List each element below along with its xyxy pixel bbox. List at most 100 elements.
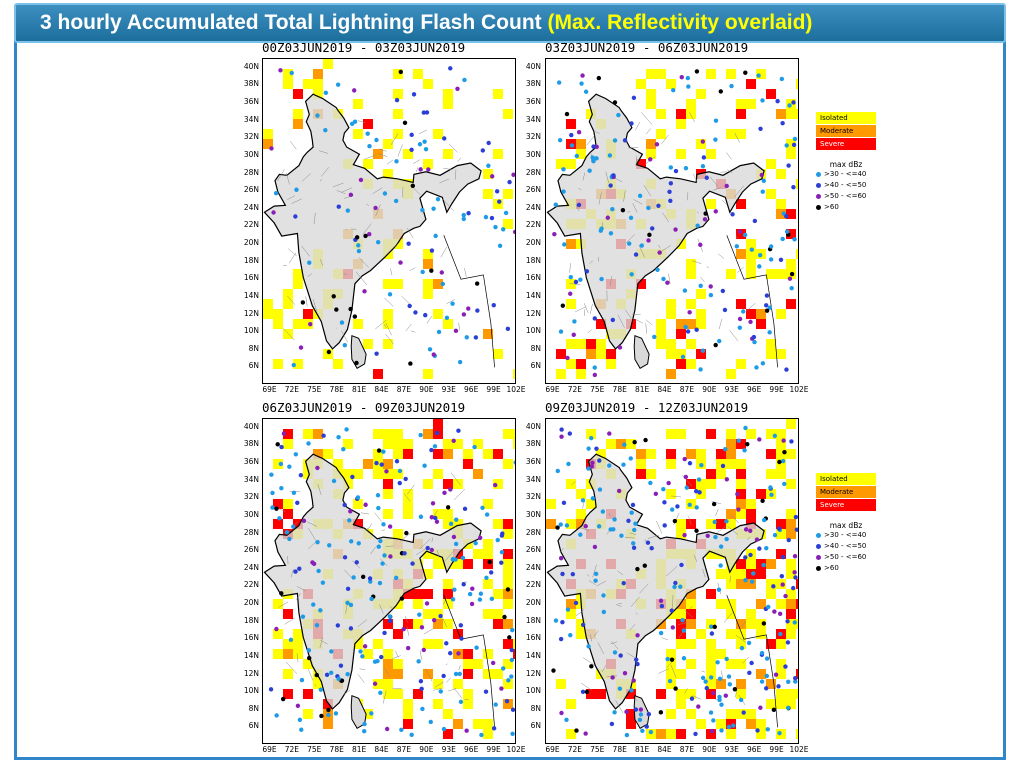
lon-tick-label: 102E xyxy=(789,385,809,394)
reflectivity-dot xyxy=(269,146,274,151)
reflectivity-dot xyxy=(441,726,447,732)
legend-dbz-label: >40 - <=50 xyxy=(824,181,867,189)
lat-tick-label: 6N xyxy=(530,361,541,371)
lon-tick-label: 102E xyxy=(506,385,526,394)
reflectivity-dot xyxy=(559,710,564,716)
lat-tick-label: 6N xyxy=(530,721,541,731)
reflectivity-dot xyxy=(450,301,455,306)
reflectivity-dot xyxy=(573,600,579,606)
lightning-cell xyxy=(423,159,433,169)
reflectivity-dot xyxy=(708,710,714,715)
reflectivity-dot xyxy=(685,329,691,334)
reflectivity-dot xyxy=(413,310,418,315)
reflectivity-dot xyxy=(381,522,386,527)
reflectivity-dot xyxy=(751,334,757,340)
lightning-cell xyxy=(716,569,726,579)
latitude-axis: 40N 38N 36N 34N 32N 30N 28N 26N 24N 22N 20N 18N 16N 1… xyxy=(232,418,262,744)
coastline xyxy=(443,595,495,728)
reflectivity-dot xyxy=(698,242,703,247)
reflectivity-dot xyxy=(608,183,613,188)
lightning-cell xyxy=(786,519,796,529)
reflectivity-dot xyxy=(737,229,743,234)
reflectivity-dot xyxy=(560,303,566,308)
reflectivity-dot xyxy=(428,719,433,725)
reflectivity-dot xyxy=(665,656,670,662)
reflectivity-dot xyxy=(565,355,570,361)
reflectivity-dot xyxy=(431,206,436,211)
lightning-cell xyxy=(716,599,726,609)
lightning-cell xyxy=(423,369,433,379)
lightning-cell xyxy=(596,319,606,329)
reflectivity-dot xyxy=(635,661,640,667)
reflectivity-dot xyxy=(709,728,715,734)
lightning-cell xyxy=(726,599,736,609)
lightning-cell xyxy=(283,639,293,649)
lightning-cell xyxy=(383,659,393,669)
lat-tick-label: 28N xyxy=(243,527,259,537)
lightning-cell xyxy=(676,699,686,709)
reflectivity-dot xyxy=(300,300,306,305)
reflectivity-dot xyxy=(629,688,634,693)
reflectivity-dot xyxy=(601,593,606,598)
reflectivity-dot xyxy=(601,609,607,615)
reflectivity-dot xyxy=(632,439,637,445)
reflectivity-dot xyxy=(693,488,699,494)
reflectivity-dot xyxy=(356,541,361,546)
lightning-cell xyxy=(403,499,413,509)
reflectivity-dot xyxy=(764,673,770,679)
lightning-cell xyxy=(283,649,293,659)
lightning-cell xyxy=(423,639,433,649)
reflectivity-dot xyxy=(675,504,680,509)
lat-tick-label: 18N xyxy=(525,255,541,265)
lightning-cell xyxy=(303,689,313,699)
lightning-cell xyxy=(443,509,453,519)
lightning-cell xyxy=(606,359,616,369)
reflectivity-dot xyxy=(739,645,745,651)
reflectivity-dot xyxy=(705,533,710,538)
lightning-cell xyxy=(433,559,443,569)
lightning-cell xyxy=(273,499,283,509)
lightning-cell xyxy=(776,209,786,219)
reflectivity-dot xyxy=(464,335,469,340)
lightning-cell xyxy=(756,619,766,629)
coastline xyxy=(443,235,495,368)
reflectivity-dot xyxy=(781,438,786,443)
lightning-cell xyxy=(503,569,513,579)
reflectivity-dot xyxy=(318,608,323,613)
lightning-cell xyxy=(586,689,596,699)
lightning-cell xyxy=(576,519,586,529)
lightning-cell xyxy=(756,319,766,329)
reflectivity-dot xyxy=(757,546,762,551)
reflectivity-dot xyxy=(662,500,667,505)
lightning-cell xyxy=(736,469,746,479)
reflectivity-dot xyxy=(758,126,763,131)
lat-tick-label: 22N xyxy=(243,220,259,230)
lightning-cell xyxy=(786,419,796,429)
reflectivity-dot xyxy=(785,705,791,711)
lightning-cell xyxy=(746,719,756,729)
lightning-cell xyxy=(786,509,796,519)
lat-tick-label: 14N xyxy=(243,290,259,300)
lightning-cell xyxy=(283,689,293,699)
lat-tick-label: 8N xyxy=(248,343,259,353)
lightning-cell xyxy=(666,339,676,349)
lon-tick-label: 84E xyxy=(374,385,389,394)
lightning-cell xyxy=(636,79,646,89)
reflectivity-dot xyxy=(628,456,633,461)
reflectivity-dot xyxy=(736,438,741,443)
lightning-cell xyxy=(453,679,463,689)
reflectivity-dot xyxy=(442,136,447,141)
reflectivity-dot xyxy=(791,100,796,105)
lightning-cell xyxy=(383,679,393,689)
map-panel xyxy=(262,418,516,744)
lightning-cell xyxy=(596,449,606,459)
reflectivity-dot xyxy=(378,538,383,544)
reflectivity-dot xyxy=(700,164,706,169)
lightning-cell xyxy=(393,669,403,679)
lightning-cell xyxy=(453,629,463,639)
reflectivity-dot xyxy=(314,672,319,678)
lightning-cell xyxy=(586,499,596,509)
reflectivity-dot xyxy=(429,248,435,253)
reflectivity-dot xyxy=(792,237,797,242)
india-outline xyxy=(546,93,765,350)
